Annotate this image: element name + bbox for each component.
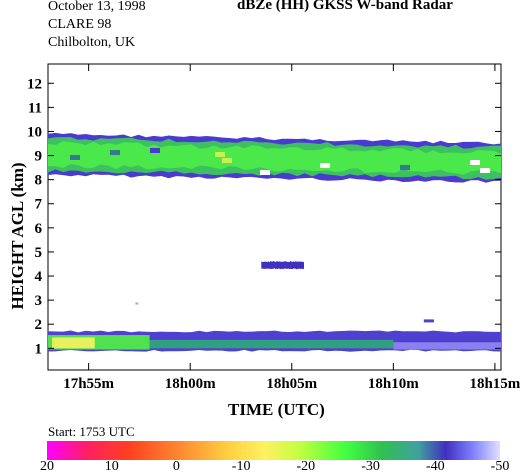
colorbar-tick-label: -30	[361, 459, 380, 474]
y-tick-label: 7	[35, 197, 43, 213]
y-tick-label: 5	[35, 245, 43, 261]
colorbar-tick-label: -20	[296, 459, 316, 474]
upper-layer-inner	[48, 141, 501, 175]
header-campaign: CLARE 98	[48, 17, 112, 32]
colorbar-tick-label: -50	[490, 459, 510, 474]
x-tick-label: 18h15m	[469, 376, 520, 392]
mid-streak	[261, 261, 304, 270]
colorbar-tick-label: -10	[231, 459, 251, 474]
plot-area	[47, 63, 502, 371]
isolated-echo	[423, 319, 434, 323]
echo-speck	[70, 155, 80, 160]
y-tick-label: 6	[35, 221, 43, 237]
y-tick-label: 2	[35, 317, 43, 333]
x-axis: 17h55m 18h00m 18h05m 18h10m 18h15m	[63, 64, 521, 392]
y-tick-label: 1	[35, 341, 43, 357]
echo-speck	[400, 165, 410, 170]
x-tick-label: 17h55m	[63, 376, 114, 392]
isolated-echo	[135, 302, 139, 305]
echo-speck	[260, 170, 270, 175]
echo-speck	[150, 148, 160, 153]
y-tick-label: 3	[35, 293, 43, 309]
x-tick-label: 18h05m	[266, 376, 317, 392]
y-tick-label: 4	[35, 269, 43, 285]
echo-speck	[110, 150, 120, 155]
echo-speck	[222, 158, 232, 163]
echo-speck	[215, 152, 225, 157]
echo-speck	[480, 168, 490, 173]
low-layer-tail	[149, 339, 394, 349]
colorbar-tick-label: 10	[104, 459, 119, 474]
y-tick-label: 11	[28, 100, 42, 116]
echo-speck	[320, 163, 330, 168]
y-tick-label: 10	[27, 124, 42, 140]
radar-echoes	[48, 132, 501, 352]
colorbar-tick-label: 0	[172, 459, 180, 474]
y-axis-label: HEIGHT AGL (km)	[8, 162, 27, 310]
y-tick-label: 8	[35, 173, 43, 189]
start-label: Start: 1753 UTC	[48, 424, 135, 439]
low-layer-strong	[52, 337, 95, 349]
y-tick-label: 9	[35, 149, 43, 165]
colorbar-tick-label: -40	[425, 459, 445, 474]
header-date: October 13, 1998	[48, 0, 146, 14]
colorbar	[47, 441, 500, 460]
low-layer-end	[393, 342, 501, 350]
chart-title: dBZe (HH) GKSS W-band Radar	[237, 0, 453, 13]
y-tick-label: 12	[27, 76, 42, 92]
x-tick-label: 18h10m	[368, 376, 419, 392]
x-axis-label: TIME (UTC)	[228, 400, 325, 419]
colorbar-tick-label: 20	[40, 459, 54, 474]
header-site: Chilbolton, UK	[48, 35, 136, 50]
x-tick-label: 18h00m	[165, 376, 216, 392]
echo-speck	[470, 160, 480, 165]
